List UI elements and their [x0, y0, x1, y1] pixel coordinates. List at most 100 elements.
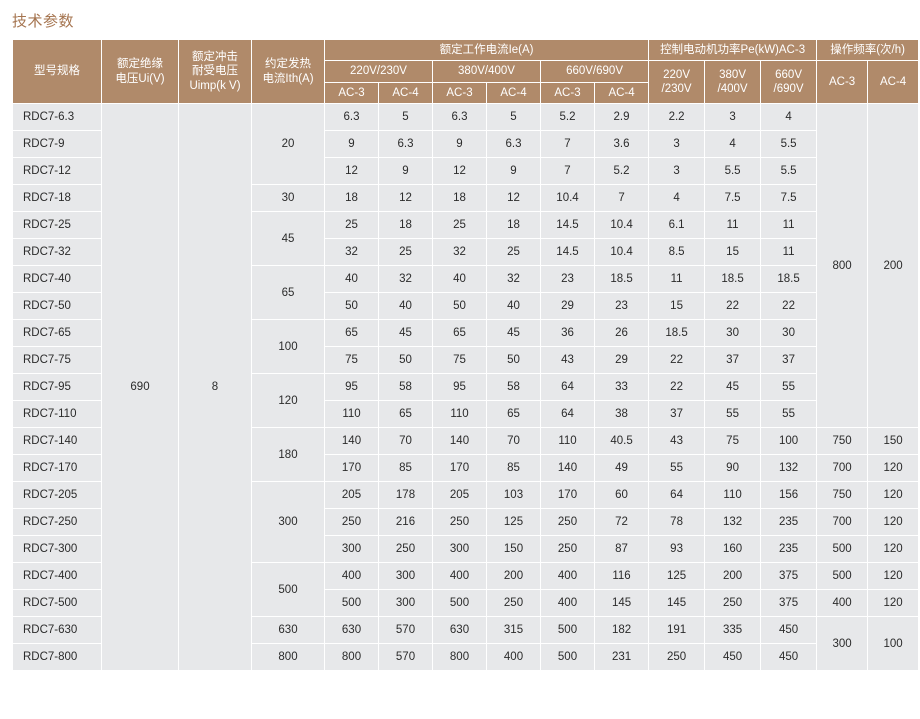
- cell-model: RDC7-630: [13, 617, 101, 644]
- cell-pe-0: 250: [649, 644, 705, 671]
- cell-pe-2: 7.5: [761, 185, 817, 212]
- cell-ie-0: 18: [325, 185, 378, 212]
- cell-ie-4: 500: [541, 644, 594, 671]
- cell-pe-0: 2.2: [649, 104, 705, 131]
- cell-ie-0: 400: [325, 563, 378, 590]
- cell-pe-1: 450: [705, 644, 761, 671]
- cell-ie-4: 29: [541, 293, 594, 320]
- cell-ie-4: 250: [541, 509, 594, 536]
- cell-ie-1: 32: [379, 266, 432, 293]
- cell-ie-1: 45: [379, 320, 432, 347]
- cell-model: RDC7-110: [13, 401, 101, 428]
- cell-ie-4: 64: [541, 401, 594, 428]
- cell-ie-0: 140: [325, 428, 378, 455]
- cell-ie-0: 95: [325, 374, 378, 401]
- table-body: RDC7-6.3 690 8 20 6.3 5 6.3 5 5.2 2.9 2.2 3 4 800 200 R…: [13, 104, 919, 671]
- cell-pe-1: 11: [705, 212, 761, 239]
- cell-freq-ac4: 120: [868, 590, 919, 617]
- cell-ie-2: 25: [433, 212, 486, 239]
- cell-ie-5: 49: [595, 455, 649, 482]
- cell-pe-0: 8.5: [649, 239, 705, 266]
- cell-ie-4: 140: [541, 455, 594, 482]
- cell-ie-2: 9: [433, 131, 486, 158]
- cell-ie-4: 7: [541, 131, 594, 158]
- cell-pe-2: 100: [761, 428, 817, 455]
- cell-ie-1: 570: [379, 617, 432, 644]
- cell-ie-0: 75: [325, 347, 378, 374]
- cell-freq-ac4: 100: [868, 617, 919, 671]
- cell-thermal-current: 630: [252, 617, 324, 644]
- cell-pe-0: 145: [649, 590, 705, 617]
- cell-pe-2: 55: [761, 374, 817, 401]
- cell-ie-4: 7: [541, 158, 594, 185]
- cell-ie-3: 250: [487, 590, 540, 617]
- cell-pe-0: 64: [649, 482, 705, 509]
- header-freq-ac4: AC-4: [868, 61, 919, 104]
- cell-model: RDC7-12: [13, 158, 101, 185]
- cell-pe-2: 375: [761, 563, 817, 590]
- cell-ie-1: 9: [379, 158, 432, 185]
- cell-ie-1: 300: [379, 590, 432, 617]
- cell-pe-2: 55: [761, 401, 817, 428]
- cell-ie-4: 500: [541, 617, 594, 644]
- cell-freq-ac3: 700: [817, 509, 868, 536]
- cell-thermal-current: 45: [252, 212, 324, 266]
- cell-model: RDC7-300: [13, 536, 101, 563]
- cell-ie-2: 32: [433, 239, 486, 266]
- cell-pe-2: 11: [761, 212, 817, 239]
- table-row: RDC7-32 32 25 32 25 14.5 10.4 8.5 15 11: [13, 239, 918, 266]
- table-row: RDC7-95 120 95 58 95 58 64 33 22 45 55: [13, 374, 918, 428]
- cell-ie-4: 23: [541, 266, 594, 293]
- cell-ie-0: 50: [325, 293, 378, 320]
- cell-ie-3: 45: [487, 320, 540, 347]
- cell-thermal-current: 300: [252, 482, 324, 563]
- header-ie-380-ac4: AC-4: [487, 82, 540, 104]
- header-ie-220v230v: 220V/230V: [325, 61, 432, 82]
- table-row: RDC7-12 12 9 12 9 7 5.2 3 5.5 5.5: [13, 158, 918, 185]
- cell-ie-1: 18: [379, 212, 432, 239]
- cell-thermal-current: 500: [252, 563, 324, 617]
- cell-freq-ac3: 500: [817, 536, 868, 563]
- cell-pe-1: 4: [705, 131, 761, 158]
- cell-ie-4: 14.5: [541, 212, 594, 239]
- cell-ie-1: 40: [379, 293, 432, 320]
- cell-freq-ac3: 300: [817, 617, 868, 671]
- cell-ie-3: 50: [487, 347, 540, 374]
- cell-pe-1: 132: [705, 509, 761, 536]
- cell-pe-2: 235: [761, 509, 817, 536]
- cell-pe-1: 18.5: [705, 266, 761, 293]
- cell-ie-3: 9: [487, 158, 540, 185]
- cell-pe-1: 45: [705, 374, 761, 401]
- table-row: RDC7-25 45 25 18 25 18 14.5 10.4 6.1 11 11: [13, 212, 918, 266]
- cell-pe-1: 110: [705, 482, 761, 509]
- cell-pe-2: 235: [761, 536, 817, 563]
- cell-pe-1: 22: [705, 293, 761, 320]
- table-row: RDC7-630 630 630 570 630 315 500 182 191 335 450 30…: [13, 617, 919, 671]
- cell-model: RDC7-800: [13, 644, 101, 671]
- cell-model: RDC7-18: [13, 185, 101, 212]
- cell-freq-ac3: 400: [817, 590, 868, 617]
- cell-ie-4: 110: [541, 428, 594, 455]
- cell-freq-ac4: 150: [868, 428, 919, 455]
- cell-ie-5: 231: [595, 644, 649, 671]
- cell-pe-2: 4: [761, 104, 817, 131]
- header-operating-frequency-group: 操作频率(次/h): [817, 40, 919, 61]
- cell-ie-0: 630: [325, 617, 378, 644]
- cell-pe-1: 160: [705, 536, 761, 563]
- cell-ie-1: 570: [379, 644, 432, 671]
- cell-ie-4: 5.2: [541, 104, 594, 131]
- cell-pe-2: 5.5: [761, 131, 817, 158]
- cell-ie-5: 18.5: [595, 266, 649, 293]
- cell-pe-1: 5.5: [705, 158, 761, 185]
- cell-freq-ac4: 120: [868, 536, 919, 563]
- cell-freq-ac3: 750: [817, 428, 868, 455]
- cell-rated-insulation-voltage: 690: [102, 104, 178, 671]
- cell-ie-2: 300: [433, 536, 486, 563]
- cell-ie-0: 25: [325, 212, 378, 239]
- cell-ie-3: 315: [487, 617, 540, 644]
- cell-ie-2: 110: [433, 401, 486, 428]
- cell-pe-0: 191: [649, 617, 705, 644]
- cell-ie-3: 200: [487, 563, 540, 590]
- cell-pe-0: 15: [649, 293, 705, 320]
- header-uimp-line1: 额定冲击: [192, 51, 238, 63]
